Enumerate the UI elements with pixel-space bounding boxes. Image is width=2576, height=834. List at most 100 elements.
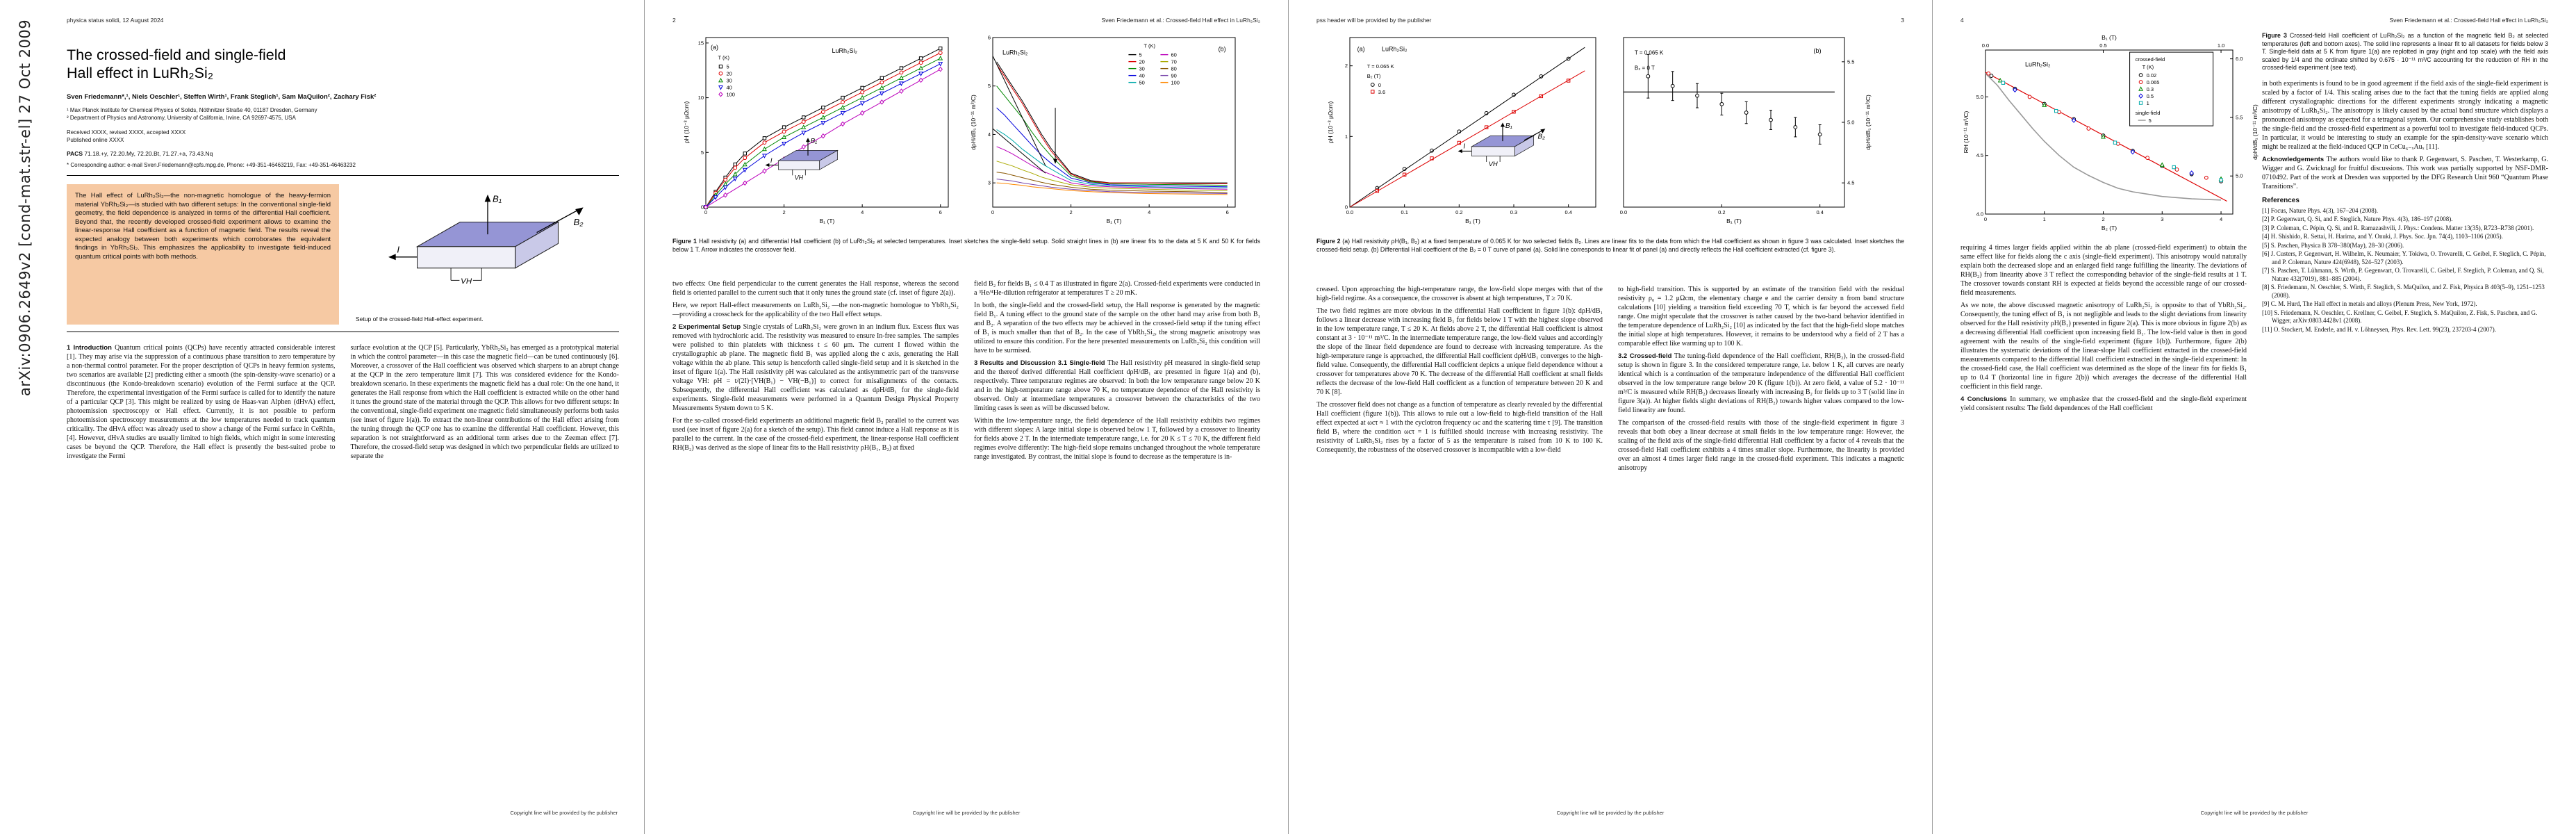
text-column-2: field B₂ for fields B₁ ≤ 0.4 T as illust… xyxy=(974,279,1260,465)
svg-text:B₁ (T): B₁ (T) xyxy=(1107,218,1122,224)
svg-text:5.0: 5.0 xyxy=(1976,94,1983,100)
b1-field-label: B₁ xyxy=(493,193,502,204)
svg-text:70: 70 xyxy=(1171,59,1176,65)
b1-field-label: B₁ xyxy=(1505,122,1512,130)
body-paragraph: 2 Experimental Setup Single crystals of L… xyxy=(672,323,959,412)
page-number: 3 xyxy=(1901,17,1904,24)
svg-text:0.5: 0.5 xyxy=(2147,93,2154,99)
svg-text:5.5: 5.5 xyxy=(1847,58,1854,65)
svg-text:0.5: 0.5 xyxy=(2099,42,2106,49)
svg-text:B₂ = 0 T: B₂ = 0 T xyxy=(1635,65,1655,71)
svg-text:3: 3 xyxy=(2161,216,2163,222)
author-list: Sven Friedemann*,¹, Niels Oeschler¹, Ste… xyxy=(67,93,377,101)
running-header: 2 Sven Friedemann et al.: Crossed-field … xyxy=(672,17,1260,24)
copyright-footer: Copyright line will be provided by the p… xyxy=(912,810,1021,816)
copyright-footer: Copyright line will be provided by the p… xyxy=(510,810,618,816)
svg-text:100: 100 xyxy=(1171,80,1180,86)
setup-figure-caption: Setup of the crossed-field Hall-effect e… xyxy=(356,315,484,322)
text-column-1: creased. Upon approaching the high-tempe… xyxy=(1316,285,1603,476)
svg-text:5: 5 xyxy=(701,149,704,156)
svg-text:3: 3 xyxy=(988,180,991,186)
svg-text:0.0: 0.0 xyxy=(1346,209,1353,215)
body-paragraph: in both experiments is found to be in go… xyxy=(2262,79,2548,151)
b2-field-label: B₂ xyxy=(1537,133,1545,141)
reference-item: [11] O. Stockert, M. Enderle, and H. v. … xyxy=(2262,325,2496,333)
svg-text:B₁ (T): B₁ (T) xyxy=(820,218,835,224)
svg-text:10: 10 xyxy=(698,95,704,101)
single-field-setup-inset: B₁ I VH xyxy=(764,136,852,188)
svg-text:0.0: 0.0 xyxy=(1982,42,1989,49)
svg-text:50: 50 xyxy=(1139,80,1144,86)
svg-text:dρH/dB₁ (10⁻¹¹ m³/C): dρH/dB₁ (10⁻¹¹ m³/C) xyxy=(970,95,977,150)
svg-text:0: 0 xyxy=(1378,82,1381,88)
references-heading: References xyxy=(2262,196,2300,204)
svg-text:LuRh₂Si₂: LuRh₂Si₂ xyxy=(2025,61,2051,68)
svg-text:2: 2 xyxy=(782,209,785,215)
svg-text:T (K): T (K) xyxy=(718,55,729,61)
svg-text:(b): (b) xyxy=(1813,47,1821,54)
svg-text:40: 40 xyxy=(1139,73,1144,79)
svg-text:15: 15 xyxy=(698,40,704,46)
svg-text:B₂ (T): B₂ (T) xyxy=(2102,224,2117,231)
svg-text:T (K): T (K) xyxy=(1143,43,1155,49)
text-column-2: Figure 3 Crossed-field Hall coefficient … xyxy=(2262,32,2548,416)
current-label: I xyxy=(770,157,773,165)
crossed-field-setup-inset: B₁ B₂ I VH xyxy=(1457,121,1549,176)
svg-text:40: 40 xyxy=(726,85,732,91)
svg-text:B₂ (T): B₂ (T) xyxy=(1367,73,1381,79)
page-1: arXiv:0906.2649v2 [cond-mat.str-el] 27 O… xyxy=(0,0,644,834)
svg-text:5: 5 xyxy=(2149,117,2152,124)
text-column-1: 0 1 2 3 4 4.0 4.5 5.0 0.0 0.5 1.0 B₁ (T) 5.0 5.5 6.0 dρ… xyxy=(1960,32,2261,416)
svg-text:LuRh₂Si₂: LuRh₂Si₂ xyxy=(832,47,857,54)
svg-text:0.2: 0.2 xyxy=(1718,209,1725,215)
svg-text:4: 4 xyxy=(988,131,991,138)
running-title: Sven Friedemann et al.: Crossed-field Ha… xyxy=(2389,17,2549,24)
body-paragraph: creased. Upon approaching the high-tempe… xyxy=(1316,286,1603,302)
running-header: pss header will be provided by the publi… xyxy=(1316,17,1904,24)
body-paragraph: 4 Conclusions In summary, we emphasize th… xyxy=(1960,395,2247,412)
body-paragraph: The two field regimes are more obvious i… xyxy=(1316,307,1603,396)
svg-text:2: 2 xyxy=(1069,209,1072,215)
svg-text:5.0: 5.0 xyxy=(2236,173,2243,179)
reference-item: [2] P. Gegenwart, Q. Si, and F. Steglich… xyxy=(2262,215,2453,222)
svg-text:T = 0.065 K: T = 0.065 K xyxy=(1367,63,1394,70)
references-list: [1] Focus, Nature Phys. 4(3), 167–204 (2… xyxy=(2262,207,2548,334)
svg-text:20: 20 xyxy=(726,71,732,77)
hall-voltage-label: VH xyxy=(795,174,804,181)
reference-item: [10] S. Friedemann, N. Oeschler, C. Krel… xyxy=(2262,309,2538,325)
svg-text:crossed-field: crossed-field xyxy=(2136,56,2165,63)
text-column-1: 1 Introduction Quantum critical points (Q… xyxy=(67,343,336,464)
svg-text:30: 30 xyxy=(726,78,732,84)
svg-text:LuRh₂Si₂: LuRh₂Si₂ xyxy=(1002,49,1028,56)
svg-text:(a): (a) xyxy=(1357,46,1365,53)
affiliations: ¹ Max Planck Institute for Chemical Phys… xyxy=(67,107,317,121)
svg-text:RH (10⁻¹¹ m³/C): RH (10⁻¹¹ m³/C) xyxy=(1963,111,1970,153)
abstract-box: The Hall effect of LuRh₂Si₂—the non-magn… xyxy=(67,184,339,325)
svg-text:5: 5 xyxy=(726,64,729,70)
corresponding-author-line: * Corresponding author: e-mail Sven.Frie… xyxy=(67,162,356,168)
svg-text:4.5: 4.5 xyxy=(1976,152,1983,158)
svg-text:B₁ (T): B₁ (T) xyxy=(1465,218,1480,224)
divider xyxy=(67,175,619,176)
svg-text:0: 0 xyxy=(1345,204,1348,211)
body-paragraph: 3 Results and Discussion 3.1 Single-fiel… xyxy=(974,359,1260,412)
svg-text:0.1: 0.1 xyxy=(1401,209,1407,215)
body-paragraph: As we note, the above discussed magnetic… xyxy=(1960,302,2247,391)
reference-item: [6] J. Custers, P. Gegenwart, H. Wilhelm… xyxy=(2262,250,2546,265)
body-paragraph: The crossover field does not change as a… xyxy=(1316,401,1603,454)
page-number: 4 xyxy=(1960,17,1964,24)
current-label: I xyxy=(1463,143,1465,151)
svg-text:0.0: 0.0 xyxy=(1620,209,1627,215)
svg-text:6: 6 xyxy=(988,35,991,41)
reference-item: [7] S. Paschen, T. Lühmann, S. Wirth, P.… xyxy=(2262,267,2544,282)
journal-header: physica status solidi, 12 August 2024 xyxy=(67,17,164,24)
svg-text:(b): (b) xyxy=(1219,46,1226,53)
svg-text:2: 2 xyxy=(2102,216,2104,222)
body-paragraph: For the so-called crossed-field experime… xyxy=(672,417,959,452)
svg-text:90: 90 xyxy=(1171,73,1176,79)
svg-text:LuRh₂Si₂: LuRh₂Si₂ xyxy=(1382,46,1407,53)
svg-text:5: 5 xyxy=(988,83,991,89)
crossed-field-setup-diagram: B₁ B₂ I VH xyxy=(388,193,584,286)
body-paragraph: to high-field transition. This is suppor… xyxy=(1618,286,1904,348)
page-3: pss header will be provided by the publi… xyxy=(1288,0,1932,834)
